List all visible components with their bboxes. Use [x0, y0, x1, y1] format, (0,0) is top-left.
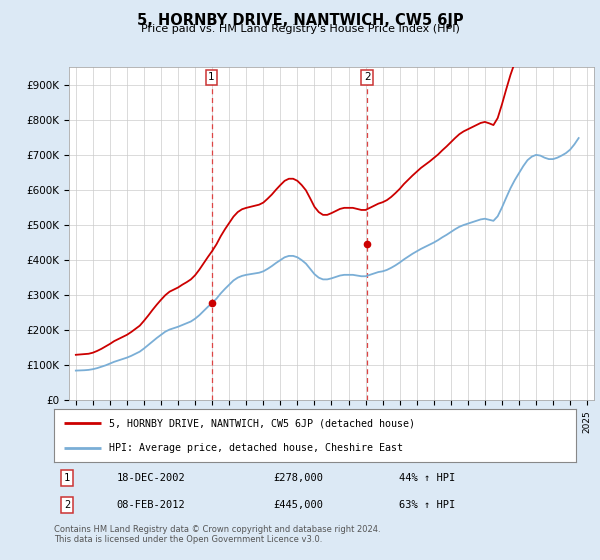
Text: 2: 2 [364, 72, 371, 82]
Text: 08-FEB-2012: 08-FEB-2012 [116, 500, 185, 510]
Text: Price paid vs. HM Land Registry's House Price Index (HPI): Price paid vs. HM Land Registry's House … [140, 24, 460, 34]
Text: 1: 1 [208, 72, 215, 82]
Text: Contains HM Land Registry data © Crown copyright and database right 2024.: Contains HM Land Registry data © Crown c… [54, 525, 380, 534]
Text: 5, HORNBY DRIVE, NANTWICH, CW5 6JP: 5, HORNBY DRIVE, NANTWICH, CW5 6JP [137, 13, 463, 28]
Text: 63% ↑ HPI: 63% ↑ HPI [398, 500, 455, 510]
Text: 44% ↑ HPI: 44% ↑ HPI [398, 473, 455, 483]
Text: 18-DEC-2002: 18-DEC-2002 [116, 473, 185, 483]
Text: HPI: Average price, detached house, Cheshire East: HPI: Average price, detached house, Ches… [109, 442, 403, 452]
Text: £445,000: £445,000 [273, 500, 323, 510]
Text: 5, HORNBY DRIVE, NANTWICH, CW5 6JP (detached house): 5, HORNBY DRIVE, NANTWICH, CW5 6JP (deta… [109, 418, 415, 428]
Text: 2: 2 [64, 500, 70, 510]
Text: This data is licensed under the Open Government Licence v3.0.: This data is licensed under the Open Gov… [54, 535, 322, 544]
Text: £278,000: £278,000 [273, 473, 323, 483]
Text: 1: 1 [64, 473, 70, 483]
